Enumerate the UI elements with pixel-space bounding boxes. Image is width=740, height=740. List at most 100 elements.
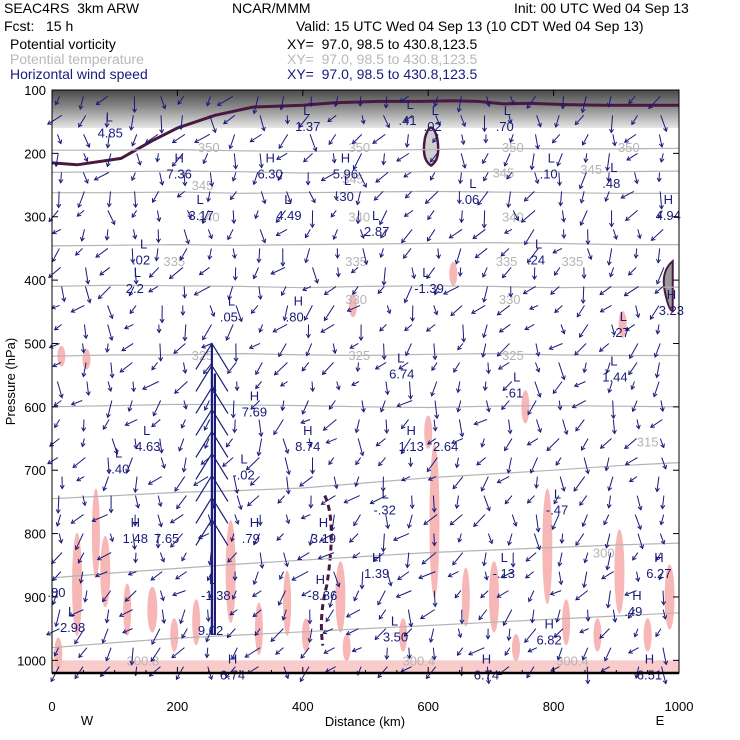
wind-arrowhead [582, 368, 588, 374]
wind-vector [270, 628, 284, 642]
wind-arrowhead [234, 519, 240, 525]
wind-vector [582, 514, 588, 527]
wind-arrowhead [83, 334, 89, 340]
wind-arrowhead [623, 138, 629, 143]
wind-arrowhead [335, 582, 341, 588]
pv-patch [511, 634, 520, 662]
updraft-arrowhead [195, 430, 229, 458]
wind-vector [503, 609, 513, 626]
wind-arrowhead [205, 617, 211, 623]
wind-vector [131, 248, 134, 263]
wind-arrowhead [225, 673, 230, 679]
wind-vector [634, 172, 638, 184]
wind-vector [105, 647, 112, 661]
wind-arrowhead [333, 484, 339, 490]
wind-vector [333, 229, 338, 240]
wind-arrowhead [659, 520, 665, 526]
extremum-value: 7.69 [242, 404, 267, 419]
wind-vector [459, 172, 462, 184]
wind-vector [355, 457, 362, 465]
wind-arrowhead [653, 352, 659, 358]
wind-arrowhead [549, 591, 555, 596]
theta-label: 345 [192, 178, 214, 193]
wind-arrowhead [83, 597, 88, 603]
tropopause-contour [51, 99, 679, 167]
wind-vector [52, 590, 59, 605]
wind-vector [487, 533, 493, 544]
wind-vector [193, 476, 209, 486]
wind-arrowhead [400, 424, 406, 430]
wind-vector [321, 495, 336, 505]
wind-vector [608, 248, 613, 265]
wind-vector [504, 438, 513, 451]
wind-arrowhead [636, 234, 642, 240]
wind-vector [106, 609, 110, 623]
wind-vector [662, 590, 665, 605]
wind-arrowhead [655, 258, 661, 264]
wind-arrowhead [202, 335, 207, 341]
wind-arrowhead [299, 482, 304, 487]
theta-label: 345 [342, 172, 364, 187]
extremum-marker: L [422, 265, 429, 280]
wind-vector [177, 96, 185, 105]
extremum-value: .41 [399, 113, 417, 128]
wind-arrowhead [380, 233, 385, 239]
wind-vector [69, 609, 84, 617]
wind-arrowhead [523, 196, 529, 202]
theta-contour-340 [52, 190, 679, 194]
extremum-value: 2.98 [60, 620, 85, 635]
wind-arrowhead [209, 182, 215, 188]
wind-vector [458, 533, 462, 543]
wind-arrowhead [81, 427, 87, 432]
wind-vector [109, 533, 114, 542]
wind-arrowhead [113, 449, 119, 455]
wind-arrowhead [611, 429, 617, 435]
wind-vector [524, 628, 537, 643]
wind-vector [425, 191, 439, 204]
wind-vector [370, 495, 387, 504]
wind-vector [232, 400, 235, 418]
wind-vector [156, 153, 159, 162]
wind-arrowhead [504, 651, 510, 656]
extremum-marker: H [482, 651, 491, 666]
wind-arrowhead [579, 501, 584, 507]
wind-vector [574, 343, 587, 356]
wind-vector [76, 210, 85, 217]
wind-arrowhead [104, 236, 110, 241]
wind-vector [356, 191, 361, 205]
extremum-marker: L [196, 192, 203, 207]
extremum-value: -1.38 [201, 588, 231, 603]
wind-vector [649, 305, 660, 320]
pv-patch [147, 586, 158, 633]
wind-vector [202, 324, 212, 340]
wind-vector [171, 647, 185, 659]
wind-arrowhead [607, 388, 613, 394]
wind-vector [132, 381, 135, 392]
extremum-marker: L [372, 208, 379, 223]
wind-arrowhead [231, 219, 237, 225]
wind-arrowhead [529, 468, 535, 474]
theta-label: 340 [348, 210, 370, 225]
extremum-marker: L [548, 151, 555, 166]
wind-vector [625, 457, 638, 466]
wind-vector [82, 362, 87, 377]
wind-vector [259, 229, 266, 243]
wind-vector [284, 457, 290, 475]
wind-vector [434, 286, 439, 295]
wind-arrowhead [291, 576, 297, 581]
wind-vector [579, 628, 589, 633]
wind-arrowhead [628, 477, 634, 483]
wind-vector [82, 172, 89, 184]
wind-arrowhead [132, 234, 138, 240]
wind-vector [226, 438, 234, 448]
wind-arrowhead [232, 276, 238, 281]
wind-vector [194, 133, 211, 143]
wind-vector [209, 115, 216, 133]
wind-vector [324, 286, 337, 295]
wind-vector [431, 381, 438, 397]
wind-vector [378, 609, 387, 620]
wind-arrowhead [377, 600, 382, 606]
wind-arrowhead [194, 138, 199, 144]
field-name-theta: Potential temperature [10, 51, 144, 67]
pv-patch [618, 310, 627, 338]
